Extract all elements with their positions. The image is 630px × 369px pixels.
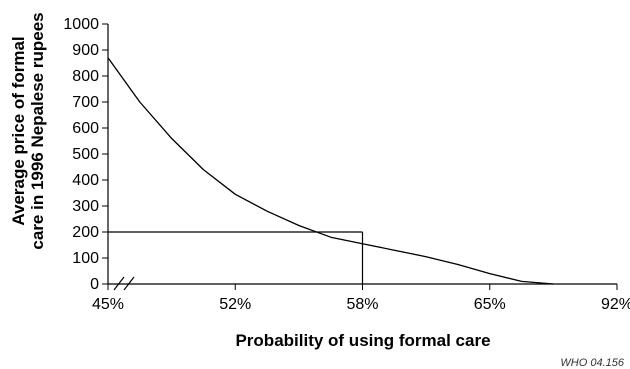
x-tick-label: 45% bbox=[92, 296, 124, 313]
price-curve bbox=[107, 57, 554, 285]
y-tick-label: 900 bbox=[72, 42, 99, 59]
y-tick-label: 400 bbox=[72, 172, 99, 189]
x-tick-label: 58% bbox=[346, 296, 378, 313]
y-tick-label: 600 bbox=[72, 120, 99, 137]
y-axis-title-line-1: Average price of formal bbox=[9, 36, 28, 225]
y-tick-label: 800 bbox=[72, 68, 99, 85]
y-axis-title-line-2: care in 1996 Nepalese rupees bbox=[28, 12, 47, 249]
x-tick-label: 65% bbox=[474, 296, 506, 313]
y-tick-label: 200 bbox=[72, 224, 99, 241]
y-tick-label: 0 bbox=[90, 276, 99, 293]
x-tick-label: 92% bbox=[601, 296, 630, 313]
y-tick-label: 100 bbox=[72, 250, 99, 267]
x-tick-label: 52% bbox=[219, 296, 251, 313]
x-axis-title: Probability of using formal care bbox=[235, 331, 490, 350]
axis-break-mark bbox=[123, 276, 135, 291]
plot-area: 0 100 200 300 400 500 600 700 800 900 1000 45% 52% 58… bbox=[63, 16, 630, 313]
y-tick-label: 1000 bbox=[63, 16, 99, 33]
y-tick-label: 700 bbox=[72, 94, 99, 111]
axis-break-mark bbox=[113, 276, 125, 291]
figure-credit: WHO 04.156 bbox=[560, 357, 624, 369]
y-tick-label: 500 bbox=[72, 146, 99, 163]
y-tick-label: 300 bbox=[72, 198, 99, 215]
